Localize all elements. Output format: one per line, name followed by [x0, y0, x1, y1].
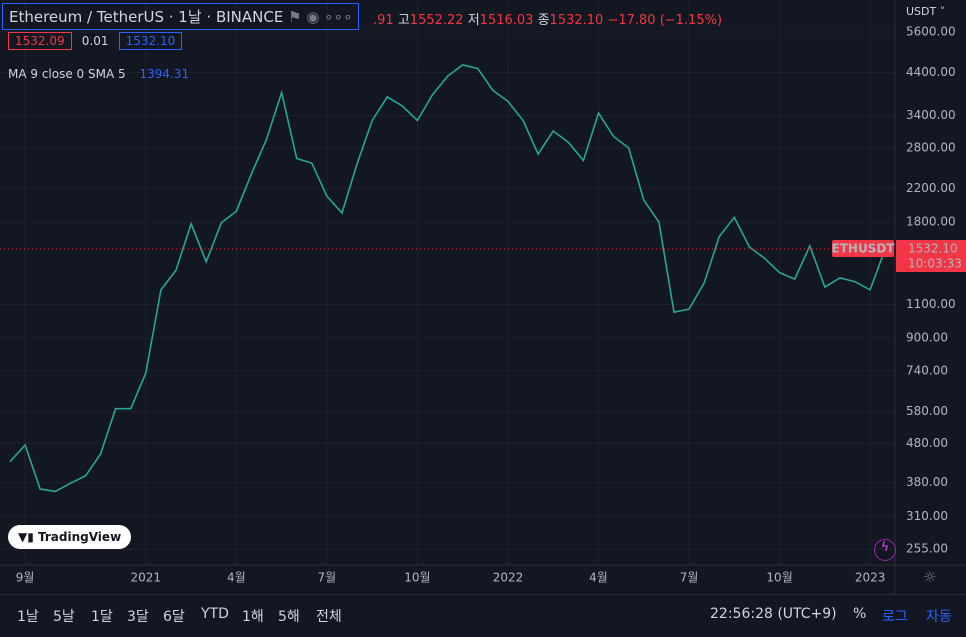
indicator-value: 1394.31: [139, 67, 190, 81]
logo[interactable]: ▼▮ TradingView: [8, 525, 132, 549]
y-tick-label: 2200.00: [906, 181, 956, 195]
flash-button[interactable]: ϟ: [874, 539, 896, 561]
auto-button[interactable]: 자동: [926, 609, 952, 625]
x-tick-label: 2021: [131, 571, 162, 585]
ask[interactable]: 1532.10: [118, 32, 183, 50]
spread: 0.01: [81, 34, 109, 48]
symbol-box[interactable]: Ethereum / TetherUS · 1날 · BINANCE ⚑ ◉ ∘…: [2, 3, 360, 30]
range-button[interactable]: 6달: [163, 609, 185, 625]
logo-text[interactable]: TradingView: [38, 530, 122, 544]
y-tick-label: 310.00: [906, 509, 948, 523]
log-button[interactable]: 로그: [882, 609, 908, 625]
indicator: MA 9 close 0 SMA 5 1394.31: [8, 67, 189, 81]
countdown-text: 10:03:33: [908, 256, 962, 270]
y-tick-label: 2800.00: [906, 141, 956, 155]
y-tick-label: 5600.00: [906, 25, 956, 39]
quote: 1532.09 0.01 1532.10: [8, 32, 183, 50]
clock: 22:56:28 (UTC+9): [710, 606, 837, 622]
indicator-label: MA 9 close 0 SMA 5: [8, 67, 126, 81]
y-tick-label: 380.00: [906, 475, 948, 489]
low: 1516.03: [479, 13, 534, 28]
chart: 255.00 310.00 380.00 480.00 580.00 740.00 900.…: [0, 0, 966, 594]
y-tick-label: 3400.00: [906, 108, 956, 122]
bottom-toolbar: 1날 5날 1달 3달 6달 YTD 1해 5해 전체 22:56:28 (UTC+9)% 로그 자동: [0, 594, 966, 637]
y-tick-label: 255.00: [906, 542, 948, 556]
low-label: 저: [467, 13, 480, 28]
currency-label[interactable]: USDT: [906, 5, 937, 18]
y-tick-label: 480.00: [906, 436, 948, 450]
x-tick-label: 9월: [16, 571, 35, 585]
price-tag-text: 1532.10: [908, 241, 958, 255]
y-tick-label: 900.00: [906, 331, 948, 345]
range-button[interactable]: 1해: [242, 609, 264, 625]
x-tick-label: 4월: [589, 571, 608, 585]
range-button[interactable]: 5해: [278, 609, 300, 625]
price-line: [9, 64, 886, 493]
x-tick-label: 7월: [318, 571, 337, 585]
range-button[interactable]: 1날: [17, 609, 39, 625]
symbol[interactable]: Ethereum / TetherUS · 1날 · BINANCE: [9, 8, 284, 26]
y-tick-label: 1100.00: [906, 297, 956, 311]
x-tick-label: 2022: [493, 571, 524, 585]
symbol-tag: [832, 239, 894, 257]
high-label: 고: [397, 13, 410, 28]
close: 1532.10: [549, 13, 604, 28]
y-tick-label: 580.00: [906, 404, 948, 418]
currency[interactable]: USDT ˅: [906, 5, 946, 18]
x-tick-label: 10월: [404, 571, 430, 585]
range-button[interactable]: 5날: [53, 609, 75, 625]
y-tick-label: 1800.00: [906, 215, 956, 229]
price-tag: [896, 239, 966, 272]
symbol-tag-text: ETHUSDT: [832, 241, 896, 255]
high: 1552.22: [409, 13, 464, 28]
close-label: 종: [537, 13, 550, 28]
y-tick-label: 4400.00: [906, 65, 956, 79]
x-tick-label: 10월: [766, 571, 792, 585]
x-tick-label: 2023: [855, 571, 886, 585]
x-tick-label: 4월: [227, 571, 246, 585]
change: −17.80 (−1.15%): [607, 13, 723, 28]
range-button[interactable]: 1달: [91, 609, 113, 625]
ohlc-tail: .91: [373, 13, 394, 28]
settings[interactable]: ☼: [923, 568, 937, 586]
percent-button[interactable]: %: [853, 606, 867, 622]
x-tick-label: 7월: [680, 571, 699, 585]
y-tick-label: 740.00: [906, 363, 948, 377]
range-button[interactable]: 전체: [316, 609, 342, 625]
ohlc: .91 고1552.22 저1516.03 종1532.10 −17.80 (−…: [373, 9, 722, 28]
plot-bg: [0, 0, 966, 594]
range-button[interactable]: YTD: [201, 606, 229, 622]
bid[interactable]: 1532.09: [8, 32, 72, 50]
range-button[interactable]: 3달: [127, 609, 149, 625]
